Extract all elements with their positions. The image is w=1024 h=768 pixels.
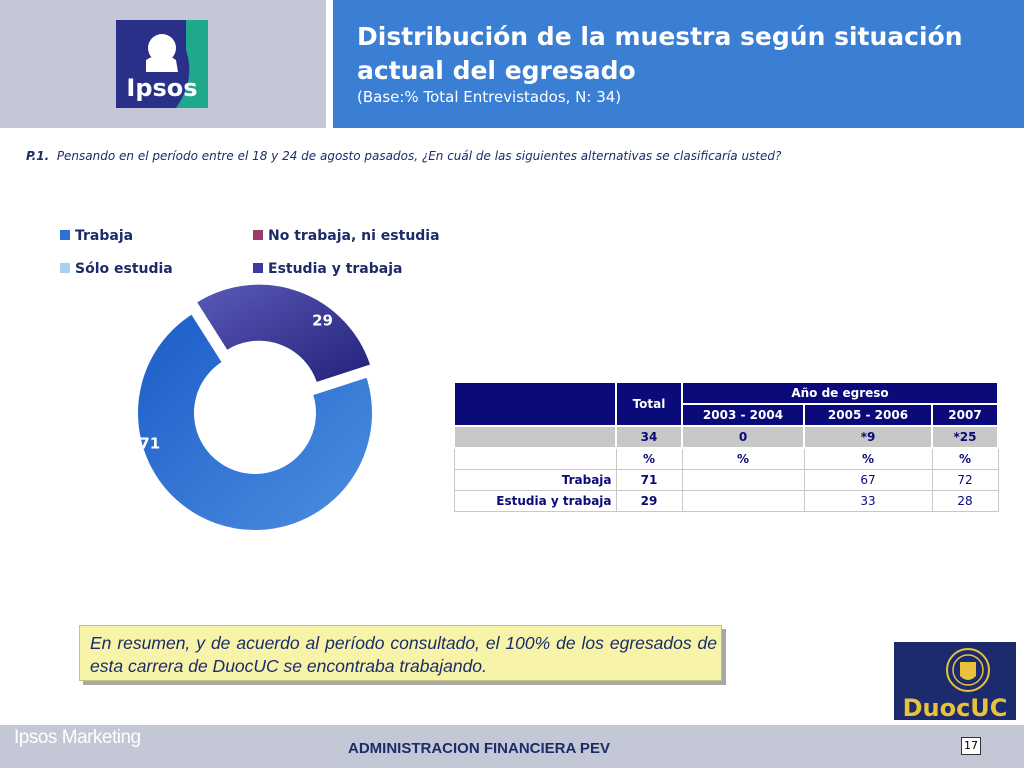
donut-slice-trabaja xyxy=(136,311,374,532)
header-title-panel xyxy=(333,0,1024,128)
title-line-2: actual del egresado xyxy=(357,56,636,85)
legend-swatch xyxy=(253,263,263,273)
col-header-total: Total xyxy=(615,381,683,427)
footer-bar xyxy=(0,725,1024,768)
data-label: 71 xyxy=(139,434,160,452)
footer-title: ADMINISTRACION FINANCIERA PEV xyxy=(348,740,610,757)
crosstab-table: Total Año de egreso 2003 - 2004 2005 - 2… xyxy=(453,381,999,512)
ipsos-logo: Ipsos xyxy=(116,20,208,108)
table-row: Estudia y trabaja 29 33 28 xyxy=(453,490,999,512)
duocuc-logo: DuocUC xyxy=(894,642,1016,720)
donut-chart: 71 29 xyxy=(136,283,374,532)
title-line-1: Distribución de la muestra según situaci… xyxy=(357,22,963,51)
legend-swatch xyxy=(60,263,70,273)
cell: % xyxy=(681,447,805,470)
cell: % xyxy=(615,447,683,470)
legend-item-trabaja: Trabaja xyxy=(60,227,133,245)
col-header: 2007 xyxy=(931,403,999,427)
row-label xyxy=(453,425,617,449)
col-header: 2003 - 2004 xyxy=(681,403,805,427)
donut-slice-estudia-y-trabaja xyxy=(194,283,373,385)
cell-total: 29 xyxy=(615,490,683,512)
cell: *9 xyxy=(803,425,933,449)
cell: 28 xyxy=(931,490,999,512)
table-corner xyxy=(453,381,617,427)
cell: % xyxy=(803,447,933,470)
cell xyxy=(681,469,805,491)
legend-label: Estudia y trabaja xyxy=(268,261,403,277)
page-subtitle: (Base:% Total Entrevistados, N: 34) xyxy=(357,88,622,106)
legend-swatch xyxy=(60,230,70,240)
legend-item-solo-estudia: Sólo estudia xyxy=(60,260,173,278)
table-row: Trabaja 71 67 72 xyxy=(453,469,999,491)
cell: 72 xyxy=(931,469,999,491)
legend-label: No trabaja, ni estudia xyxy=(268,228,440,244)
col-header: 2005 - 2006 xyxy=(803,403,933,427)
legend-item-estudia-trabaja: Estudia y trabaja xyxy=(253,260,402,278)
legend-swatch xyxy=(253,230,263,240)
data-label: 29 xyxy=(312,312,333,330)
row-label: Estudia y trabaja xyxy=(453,490,617,512)
group-header: Año de egreso xyxy=(681,381,999,405)
footer-brand: Ipsos Marketing xyxy=(14,727,141,748)
cell: *25 xyxy=(931,425,999,449)
legend-label: Trabaja xyxy=(75,228,134,244)
question-code: P.1. xyxy=(26,149,50,163)
question-text: Pensando en el período entre el 18 y 24 … xyxy=(56,149,782,163)
cell: 33 xyxy=(803,490,933,512)
legend-item-no-trabaja: No trabaja, ni estudia xyxy=(253,227,440,245)
logo-text: Ipsos xyxy=(126,74,197,102)
table-row-pct: % % % % xyxy=(453,447,999,470)
cell: % xyxy=(931,447,999,470)
cell xyxy=(681,490,805,512)
page-number: 17 xyxy=(961,737,981,755)
question: P.1. Pensando en el período entre el 18 … xyxy=(26,149,781,163)
table-row-n: 34 0 *9 *25 xyxy=(453,425,999,449)
legend-label: Sólo estudia xyxy=(75,261,173,277)
page-title: Distribución de la muestra según situaci… xyxy=(357,20,997,88)
summary-box: En resumen, y de acuerdo al período cons… xyxy=(79,625,722,681)
cell: 67 xyxy=(803,469,933,491)
duoc-logo-text: DuocUC xyxy=(903,694,1008,720)
cell: 34 xyxy=(615,425,683,449)
cell-total: 71 xyxy=(615,469,683,491)
cell: 0 xyxy=(681,425,805,449)
row-label xyxy=(453,447,617,470)
row-label: Trabaja xyxy=(453,469,617,491)
